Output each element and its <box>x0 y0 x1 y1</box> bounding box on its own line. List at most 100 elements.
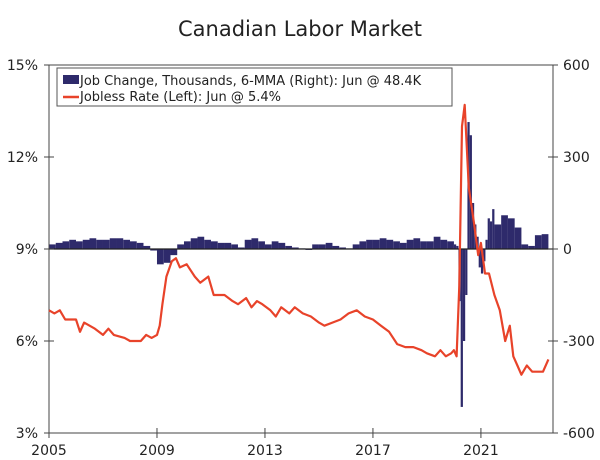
job-change-bar <box>465 249 468 295</box>
job-change-bar <box>456 245 459 249</box>
jobless-rate-line <box>48 103 550 376</box>
job-change-bar <box>55 242 63 249</box>
job-change-bar <box>82 239 90 249</box>
job-change-bar <box>156 249 164 265</box>
job-change-bar <box>244 239 252 249</box>
job-change-bar <box>478 249 481 268</box>
job-change-bar <box>366 239 373 249</box>
job-change-bar <box>492 209 495 249</box>
job-change-bar <box>440 239 448 249</box>
job-change-bar <box>217 242 225 249</box>
job-change-bar <box>109 238 117 249</box>
job-change-bar <box>460 249 463 407</box>
job-change-bar <box>501 215 508 249</box>
job-change-bar <box>143 245 151 249</box>
job-change-bar <box>271 241 279 249</box>
job-change-bar <box>420 241 427 249</box>
legend-bar-swatch <box>63 75 79 84</box>
job-change-bar <box>469 135 472 249</box>
job-change-bar <box>406 239 414 249</box>
job-change-bar <box>62 241 70 249</box>
job-change-bar <box>49 244 56 249</box>
job-change-bar <box>278 242 286 249</box>
job-change-bar <box>521 244 529 249</box>
x-axis-tick-label: 2013 <box>247 443 283 459</box>
job-change-bar <box>183 241 191 249</box>
right-axis-tick-label: 600 <box>563 58 590 74</box>
job-change-bar <box>312 244 319 249</box>
job-change-bar <box>359 241 367 249</box>
job-change-bar <box>426 241 434 249</box>
legend-jobless-rate: Jobless Rate (Left): Jun @ 5.4% <box>79 90 281 105</box>
job-change-bar <box>399 242 407 249</box>
job-change-bar <box>204 239 211 249</box>
right-axis-tick-label: 0 <box>563 242 572 258</box>
right-axis-tick-label: -300 <box>563 334 595 350</box>
job-change-bar <box>237 247 245 249</box>
left-axis-tick-label: 3% <box>16 426 38 442</box>
job-change-bar <box>332 245 340 249</box>
job-change-bar <box>352 244 360 249</box>
job-change-bar <box>386 239 394 249</box>
job-change-bar <box>251 238 259 249</box>
job-change-bar <box>447 241 454 249</box>
chart-title: Canadian Labor Market <box>178 17 422 41</box>
job-change-bar <box>264 244 272 249</box>
job-change-bar <box>69 239 76 249</box>
x-axis-tick-label: 2017 <box>355 443 391 459</box>
job-change-bar <box>197 236 205 249</box>
job-change-bar <box>190 238 198 249</box>
legend: Job Change, Thousands, 6-MMA (Right): Ju… <box>56 67 453 107</box>
job-change-bars <box>49 122 549 407</box>
x-axis-tick-label: 2021 <box>463 443 499 459</box>
job-change-bar <box>483 249 486 262</box>
job-change-bar <box>285 245 292 249</box>
job-change-bar <box>494 224 502 249</box>
job-change-bar <box>150 249 157 251</box>
job-change-bar <box>514 227 522 249</box>
job-change-bar <box>224 242 232 249</box>
right-axis-tick-label: -600 <box>563 426 595 442</box>
job-change-bar <box>453 244 457 249</box>
job-change-bar <box>123 239 130 249</box>
job-change-bar <box>413 238 421 249</box>
job-change-bar <box>541 234 549 249</box>
job-change-bar <box>462 249 466 341</box>
job-change-bar <box>210 241 218 249</box>
left-axis-tick-label: 12% <box>7 150 38 166</box>
x-axis-tick-label: 2009 <box>139 443 175 459</box>
job-change-bar <box>136 242 144 249</box>
job-change-bar <box>96 239 103 249</box>
job-change-bar <box>372 239 380 249</box>
job-change-bar <box>231 244 238 249</box>
job-change-bar <box>291 247 299 249</box>
job-change-bar <box>325 242 333 249</box>
job-change-bar <box>102 239 110 249</box>
legend-box <box>56 67 453 107</box>
job-change-bar <box>485 239 488 249</box>
job-change-bar <box>379 238 387 249</box>
job-change-bar <box>489 221 493 249</box>
job-change-bar <box>433 236 441 249</box>
job-change-bar <box>318 244 326 249</box>
legend-job-change: Job Change, Thousands, 6-MMA (Right): Ju… <box>79 74 422 89</box>
job-change-bar <box>528 245 535 249</box>
job-change-bar <box>75 241 83 249</box>
axes: 3% 6% 9% 12% 15% -600 -300 0 300 600 2005 2009 2013 2… <box>7 58 595 459</box>
x-axis-tick-label: 2005 <box>31 443 67 459</box>
job-change-bar <box>471 203 475 249</box>
job-change-bar <box>507 218 515 249</box>
left-axis-tick-label: 9% <box>16 242 38 258</box>
job-change-bar <box>170 249 178 256</box>
job-change-bar <box>487 218 490 249</box>
job-change-bar <box>116 238 124 249</box>
job-change-bar <box>129 241 137 249</box>
job-change-bar <box>339 247 346 249</box>
job-change-bar <box>534 235 542 249</box>
job-change-bar <box>393 241 400 249</box>
left-axis-tick-label: 15% <box>7 58 38 74</box>
left-axis-tick-label: 6% <box>16 334 38 350</box>
job-change-bar <box>258 241 265 249</box>
job-change-bar <box>163 249 171 263</box>
